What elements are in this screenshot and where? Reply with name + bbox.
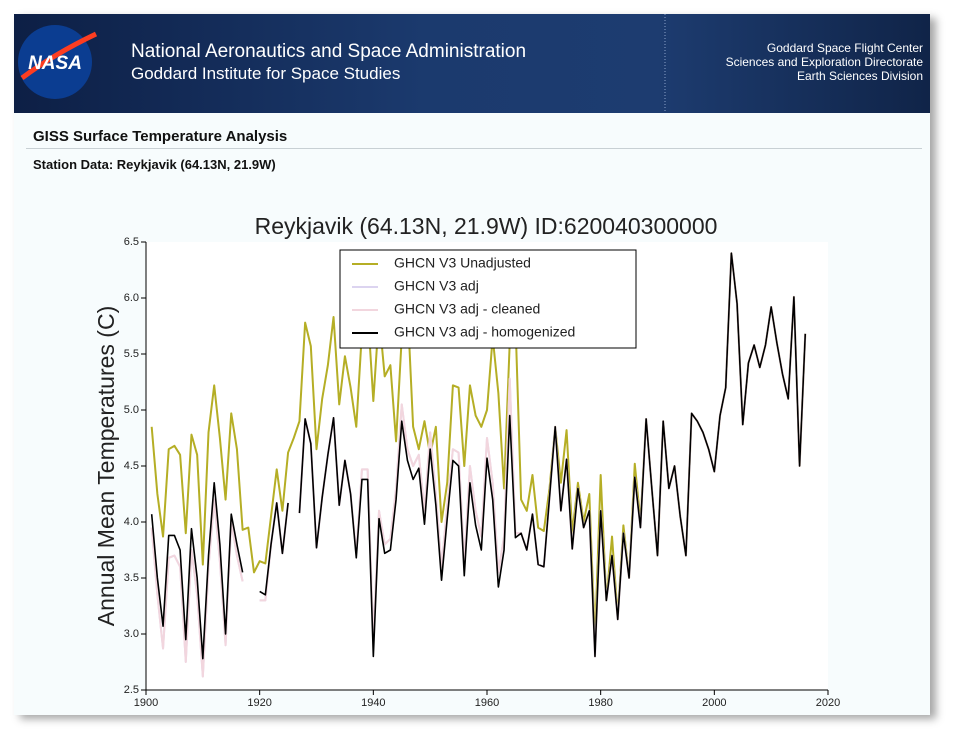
- y-axis-label: Annual Mean Temperatures (C): [93, 306, 119, 626]
- header: NASA National Aeronautics and Space Admi…: [14, 14, 930, 113]
- logo-swoosh: [20, 31, 98, 81]
- header-art: NASA: [18, 14, 666, 113]
- x-tick-label: 1940: [361, 697, 385, 709]
- chart-title: Reykjavik (64.13N, 21.9W) ID:62004030000…: [255, 213, 718, 239]
- legend-label: GHCN V3 adj - homogenized: [394, 324, 575, 340]
- agency-name: National Aeronautics and Space Administr…: [131, 41, 527, 62]
- y-tick-label: 6.5: [124, 236, 139, 248]
- x-tick-label: 2000: [702, 697, 726, 709]
- legend-label: GHCN V3 Unadjusted: [394, 255, 531, 271]
- x-tick-label: 1980: [588, 697, 612, 709]
- y-tick-label: 3.0: [124, 628, 139, 640]
- series-line: [150, 252, 807, 660]
- legend-box: [339, 249, 637, 349]
- rule: [26, 148, 922, 149]
- legend-label: GHCN V3 adj: [394, 278, 479, 294]
- y-tick-label: 4.5: [124, 460, 139, 472]
- y-tick-label: 5.0: [124, 404, 139, 416]
- x-tick-label: 2020: [816, 697, 840, 709]
- y-tick-label: 4.0: [124, 516, 139, 528]
- y-tick-label: 2.5: [124, 684, 139, 696]
- logo-text: NASA: [28, 53, 82, 74]
- y-tick-label: 5.5: [124, 348, 139, 360]
- y-tick-label: 6.0: [124, 292, 139, 304]
- institute-name: Goddard Institute for Space Studies: [131, 64, 401, 83]
- directorate-name: Sciences and Exploration Directorate: [725, 55, 923, 69]
- x-axis-label: Year: [444, 711, 491, 737]
- center-name: Goddard Space Flight Center: [766, 41, 923, 55]
- legend-label: GHCN V3 adj - cleaned: [394, 301, 540, 317]
- chart-group: Reykjavik (64.13N, 21.9W) ID:62004030000…: [93, 213, 840, 737]
- page-title: GISS Surface Temperature Analysis: [33, 128, 288, 145]
- x-tick-label: 1960: [475, 697, 499, 709]
- y-tick-label: 3.5: [124, 572, 139, 584]
- x-tick-label: 1900: [134, 697, 158, 709]
- page-subtitle: Station Data: Reykjavik (64.13N, 21.9W): [33, 157, 276, 172]
- division-name: Earth Sciences Division: [796, 69, 923, 83]
- x-tick-label: 1920: [247, 697, 271, 709]
